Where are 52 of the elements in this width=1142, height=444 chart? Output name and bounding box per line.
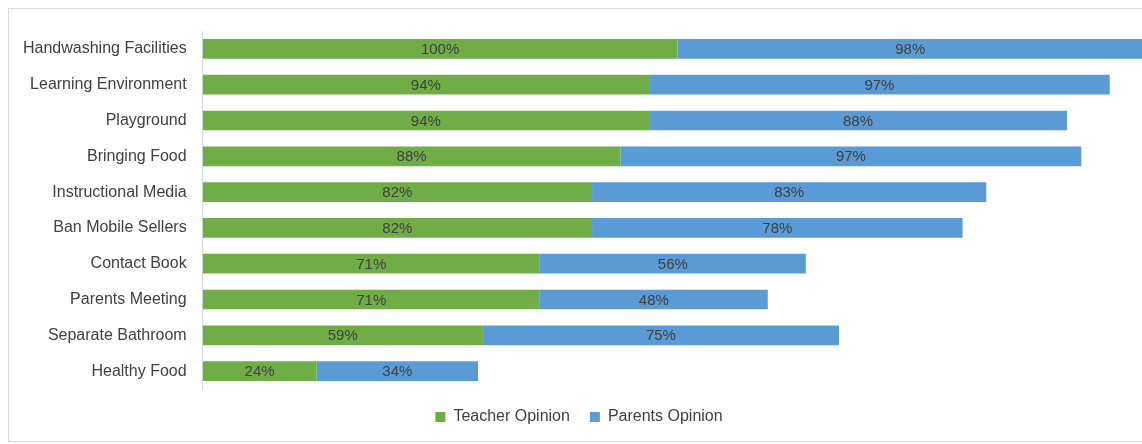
bar [649, 74, 1110, 95]
data-label: 34% [382, 362, 413, 380]
bar [539, 289, 768, 310]
y-tick-label: Parents Meeting [70, 289, 187, 307]
bar [202, 325, 483, 346]
y-tick-label: Separate Bathroom [47, 325, 187, 343]
legend-label: Parents Opinion [607, 407, 723, 425]
data-label: 71% [356, 254, 387, 272]
data-label: 88% [843, 111, 874, 129]
bar [202, 110, 650, 131]
y-tick-label: Handwashing Facilities [22, 39, 187, 57]
y-tick-label: Learning Environment [30, 75, 188, 93]
bar [202, 74, 650, 95]
bar [482, 325, 840, 346]
data-label: 94% [410, 111, 441, 129]
bar [202, 253, 540, 274]
bar [202, 289, 540, 310]
y-tick-label: Contact Book [90, 254, 188, 272]
data-label: 88% [396, 147, 427, 165]
y-tick-label: Playground [105, 110, 187, 128]
data-label: 100% [420, 40, 460, 58]
y-tick-label: Healthy Food [91, 361, 187, 379]
data-label: 97% [835, 147, 866, 165]
bar [620, 146, 1082, 167]
data-label: 94% [410, 75, 441, 93]
bar [202, 39, 678, 59]
data-label: 97% [864, 75, 895, 93]
data-label: 82% [382, 219, 413, 237]
data-label: 83% [774, 183, 805, 201]
y-tick-label: Ban Mobile Sellers [53, 218, 187, 236]
data-label: 59% [327, 326, 358, 344]
bar [202, 361, 317, 381]
data-label: 75% [645, 326, 676, 344]
bar [592, 218, 963, 238]
data-label: 78% [762, 219, 793, 237]
bar [539, 253, 806, 274]
y-tick-label: Bringing Food [87, 146, 187, 164]
data-label: 56% [657, 254, 688, 272]
bar [592, 182, 987, 202]
bar [649, 110, 1068, 131]
bar [677, 39, 1142, 59]
data-label: 71% [356, 290, 387, 308]
y-tick-label: Instructional Media [52, 182, 187, 200]
legend-label: Teacher Opinion [453, 407, 570, 425]
data-label: 48% [638, 290, 669, 308]
bar [316, 361, 479, 381]
data-label: 98% [895, 40, 926, 58]
bar [202, 182, 593, 202]
data-label: 82% [382, 183, 413, 201]
bar [202, 218, 593, 238]
bar [202, 146, 621, 167]
data-label: 24% [244, 362, 275, 380]
